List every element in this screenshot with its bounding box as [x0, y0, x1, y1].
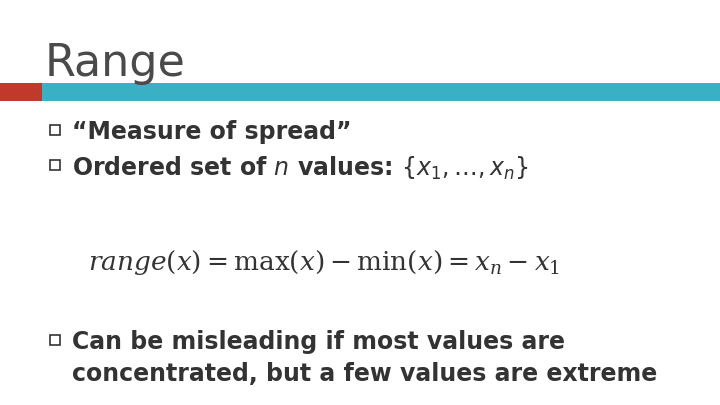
Bar	[42, 83, 720, 101]
Text: $\mathit{range}(x) = \mathrm{max}(x) - \mathrm{min}(x) = x_n - x_1$: $\mathit{range}(x) = \mathrm{max}(x) - \…	[88, 248, 560, 277]
Text: Can be misleading if most values are
concentrated, but a few values are extreme: Can be misleading if most values are con…	[72, 330, 657, 386]
Bar	[50, 125, 60, 135]
Bar	[50, 160, 60, 170]
Text: Range: Range	[45, 42, 186, 85]
Bar	[0, 83, 42, 101]
Text: Ordered set of $\mathit{n}$ values: $\{x_1, \ldots, x_n\}$: Ordered set of $\mathit{n}$ values: $\{x…	[72, 155, 528, 182]
Bar	[50, 335, 60, 345]
Text: “Measure of spread”: “Measure of spread”	[72, 120, 351, 144]
